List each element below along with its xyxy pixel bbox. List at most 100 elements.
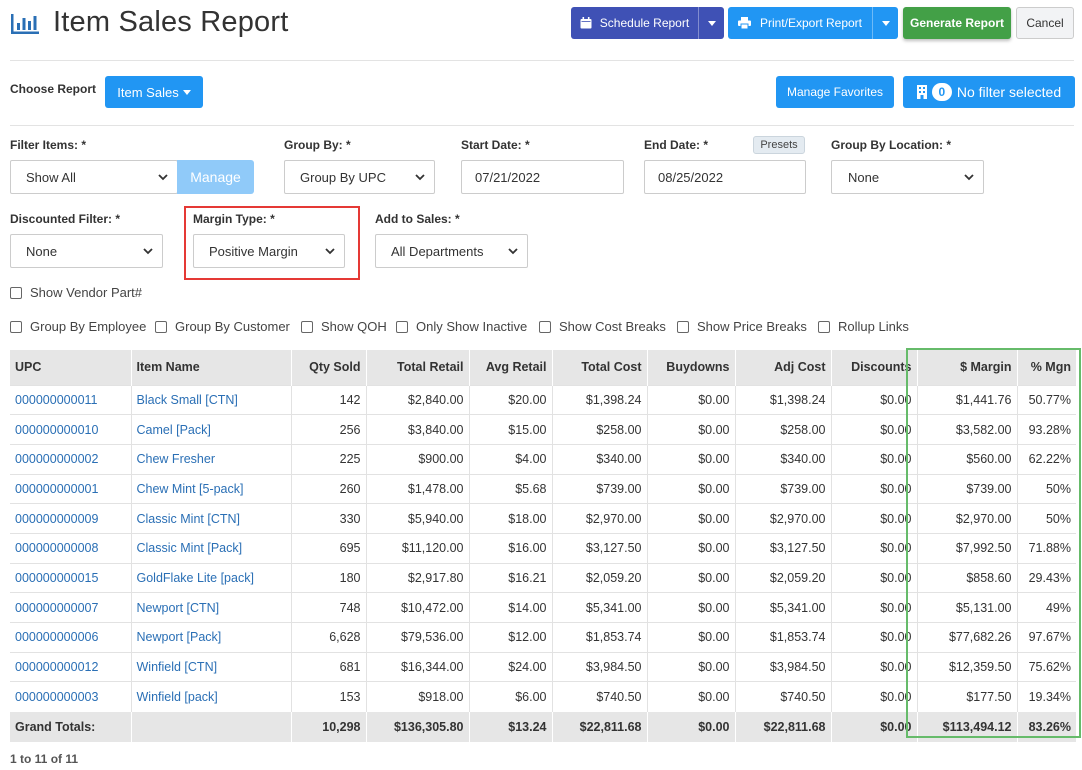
upc-link[interactable]: 000000000012 bbox=[15, 660, 99, 675]
cell-qty-sold: 695 bbox=[291, 532, 367, 564]
print-dropdown-toggle[interactable] bbox=[872, 7, 898, 39]
only-show-inactive-checkbox[interactable]: Only Show Inactive bbox=[396, 319, 527, 334]
cell-dollar-margin: $5,131.00 bbox=[917, 592, 1018, 623]
cell-dollar-margin: $739.00 bbox=[917, 473, 1018, 504]
item-name-link[interactable]: Winfield [pack] bbox=[136, 689, 218, 704]
cell-dollar-margin: $177.50 bbox=[917, 681, 1018, 712]
item-name-link[interactable]: Classic Mint [Pack] bbox=[136, 541, 243, 556]
end-date-input[interactable]: 08/25/2022 bbox=[644, 160, 806, 194]
margin-type-select[interactable]: Positive Margin bbox=[193, 234, 345, 268]
show-price-breaks-checkbox[interactable]: Show Price Breaks bbox=[677, 319, 807, 334]
upc-link[interactable]: 000000000009 bbox=[15, 511, 99, 526]
print-export-button[interactable]: Print/Export Report bbox=[728, 7, 898, 39]
upc-link[interactable]: 000000000011 bbox=[15, 392, 98, 407]
checkbox-label: Show Vendor Part# bbox=[30, 285, 143, 300]
column-header-percent-margin[interactable]: % Mgn bbox=[1017, 350, 1076, 385]
cell-item-name: Classic Mint [Pack] bbox=[131, 532, 292, 564]
manage-filter-button[interactable]: Manage bbox=[177, 160, 254, 194]
checkbox-box[interactable] bbox=[10, 286, 22, 299]
checkbox-box[interactable] bbox=[155, 320, 167, 333]
cell-total-cost: $2,059.20 bbox=[552, 562, 648, 593]
cell-upc: 000000000010 bbox=[10, 414, 132, 445]
bar-chart-icon bbox=[11, 14, 39, 34]
presets-button[interactable]: Presets bbox=[753, 136, 805, 154]
column-header-avg-retail[interactable]: Avg Retail bbox=[469, 350, 553, 385]
cell-avg-retail: $6.00 bbox=[469, 681, 553, 712]
item-name-link[interactable]: GoldFlake Lite [pack] bbox=[136, 570, 254, 585]
checkbox-box[interactable] bbox=[301, 320, 313, 333]
cell-dollar-margin: $3,582.00 bbox=[917, 414, 1018, 445]
cancel-button[interactable]: Cancel bbox=[1016, 7, 1074, 39]
cell-total-retail: $3,840.00 bbox=[366, 414, 470, 445]
column-header-dollar-margin[interactable]: $ Margin bbox=[917, 350, 1018, 385]
add-to-sales-select[interactable]: All Departments bbox=[375, 234, 528, 268]
upc-link[interactable]: 000000000006 bbox=[15, 630, 99, 645]
filter-status-button[interactable]: 0 No filter selected bbox=[903, 76, 1075, 108]
cell-percent-margin: 75.62% bbox=[1017, 651, 1076, 682]
start-date-label: Start Date: * bbox=[461, 138, 530, 152]
add-to-sales-label: Add to Sales: * bbox=[375, 212, 460, 226]
column-header-qty-sold[interactable]: Qty Sold bbox=[291, 350, 367, 385]
upc-link[interactable]: 000000000003 bbox=[15, 689, 99, 704]
cell-adj-cost: $3,127.50 bbox=[735, 532, 832, 564]
checkbox-box[interactable] bbox=[818, 320, 830, 333]
upc-link[interactable]: 000000000015 bbox=[15, 570, 99, 585]
cell-percent-margin: 93.28% bbox=[1017, 414, 1076, 445]
margin-type-highlight bbox=[184, 206, 360, 280]
filter-items-select[interactable]: Show All bbox=[10, 160, 178, 194]
cell-dollar-margin: $77,682.26 bbox=[917, 622, 1018, 653]
cell-upc: 000000000001 bbox=[10, 473, 132, 504]
column-header-item-name[interactable]: Item Name bbox=[131, 350, 292, 385]
group-by-customer-checkbox[interactable]: Group By Customer bbox=[155, 319, 290, 334]
cell-adj-cost: $2,970.00 bbox=[735, 503, 832, 534]
checkbox-box[interactable] bbox=[10, 320, 22, 333]
cell-discounts: $0.00 bbox=[831, 532, 918, 564]
group-by-select[interactable]: Group By UPC bbox=[284, 160, 435, 194]
show-vendor-part-checkbox[interactable]: Show Vendor Part# bbox=[10, 285, 142, 300]
cell-qty-sold: 681 bbox=[291, 651, 367, 682]
upc-link[interactable]: 000000000008 bbox=[15, 541, 99, 556]
column-header-total-retail[interactable]: Total Retail bbox=[366, 350, 470, 385]
checkbox-label: Only Show Inactive bbox=[416, 319, 528, 334]
generate-report-button[interactable]: Generate Report bbox=[903, 7, 1011, 39]
cell-buydowns: $0.00 bbox=[647, 503, 736, 534]
start-date-input[interactable]: 07/21/2022 bbox=[461, 160, 624, 194]
item-name-link[interactable]: Winfield [CTN] bbox=[136, 660, 218, 675]
page-title: Item Sales Report bbox=[53, 6, 289, 38]
report-type-dropdown[interactable]: Item Sales bbox=[105, 76, 203, 108]
checkbox-box[interactable] bbox=[539, 320, 551, 333]
upc-link[interactable]: 000000000001 bbox=[15, 481, 99, 496]
column-header-buydowns[interactable]: Buydowns bbox=[647, 350, 736, 385]
cell-avg-retail: $24.00 bbox=[469, 651, 553, 682]
manage-favorites-button[interactable]: Manage Favorites bbox=[776, 76, 894, 108]
rollup-links-checkbox[interactable]: Rollup Links bbox=[818, 319, 909, 334]
group-by-employee-checkbox[interactable]: Group By Employee bbox=[10, 319, 146, 334]
upc-link[interactable]: 000000000007 bbox=[15, 600, 99, 615]
column-header-discounts[interactable]: Discounts bbox=[831, 350, 918, 385]
item-name-link[interactable]: Chew Mint [5-pack] bbox=[136, 481, 244, 496]
item-name-link[interactable]: Classic Mint [CTN] bbox=[136, 511, 240, 526]
item-name-link[interactable]: Newport [Pack] bbox=[136, 630, 222, 645]
column-header-upc[interactable]: UPC bbox=[10, 350, 132, 385]
schedule-report-button[interactable]: Schedule Report bbox=[571, 7, 724, 39]
upc-link[interactable]: 000000000010 bbox=[15, 422, 99, 437]
item-name-link[interactable]: Newport [CTN] bbox=[136, 600, 220, 615]
show-qoh-checkbox[interactable]: Show QOH bbox=[301, 319, 387, 334]
schedule-dropdown-toggle[interactable] bbox=[698, 7, 724, 39]
cell-buydowns: $0.00 bbox=[647, 532, 736, 564]
checkbox-box[interactable] bbox=[677, 320, 689, 333]
column-header-adj-cost[interactable]: Adj Cost bbox=[735, 350, 832, 385]
item-name-link[interactable]: Black Small [CTN] bbox=[136, 392, 238, 407]
item-name-link[interactable]: Camel [Pack] bbox=[136, 422, 211, 437]
checkbox-label: Group By Employee bbox=[30, 319, 147, 334]
upc-link[interactable]: 000000000002 bbox=[15, 452, 99, 467]
column-header-total-cost[interactable]: Total Cost bbox=[552, 350, 648, 385]
group-by-location-select[interactable]: None bbox=[831, 160, 984, 194]
show-cost-breaks-checkbox[interactable]: Show Cost Breaks bbox=[539, 319, 666, 334]
filter-count-badge: 0 bbox=[931, 83, 952, 101]
checkbox-box[interactable] bbox=[396, 320, 408, 333]
discounted-filter-select[interactable]: None bbox=[10, 234, 163, 268]
table-row: 000000000006 Newport [Pack] 6,628 $79,536.0… bbox=[10, 622, 1076, 653]
item-name-link[interactable]: Chew Fresher bbox=[136, 452, 216, 467]
cell-total-cost: $1,398.24 bbox=[552, 384, 648, 415]
